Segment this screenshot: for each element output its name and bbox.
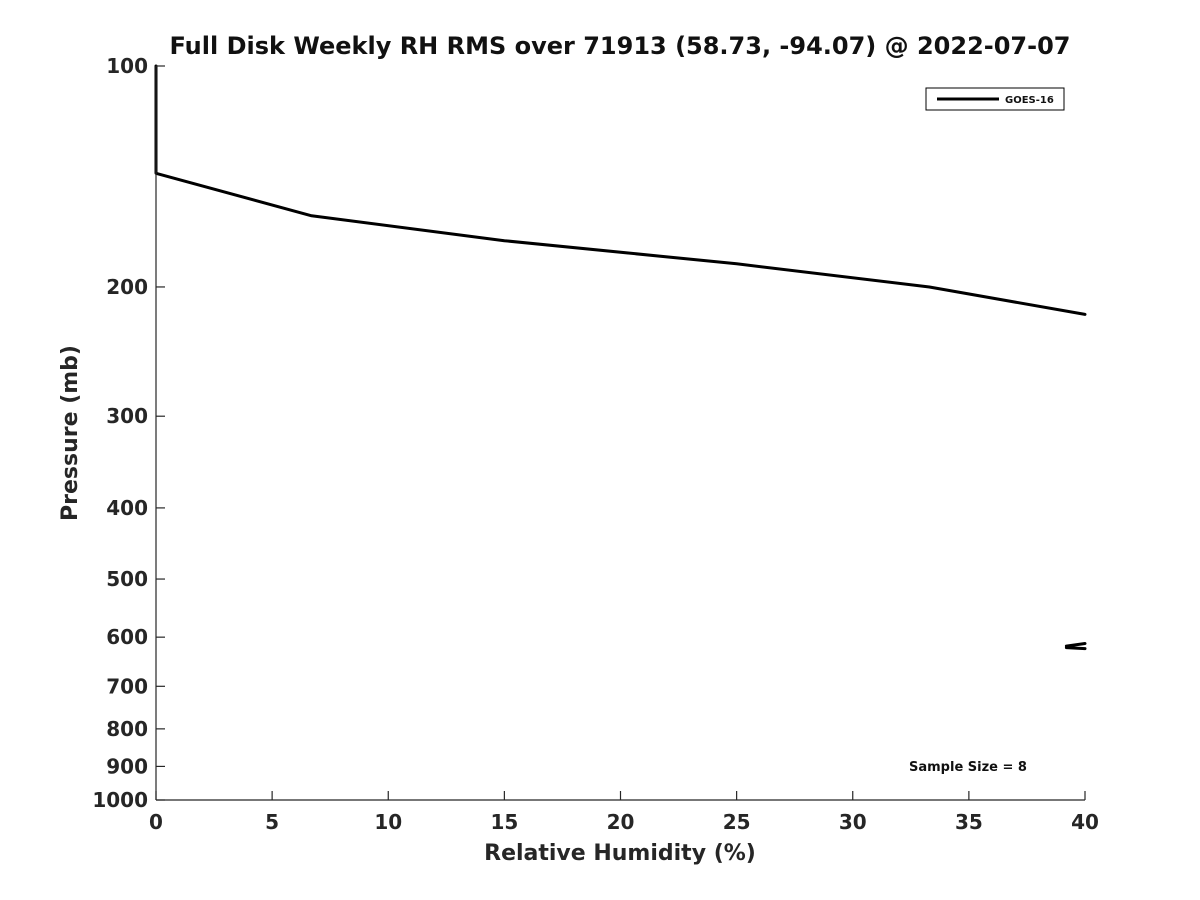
x-tick-label: 5 bbox=[265, 810, 279, 834]
x-tick-label: 15 bbox=[490, 810, 518, 834]
y-tick-label: 300 bbox=[106, 404, 148, 428]
sample-size-annotation: Sample Size = 8 bbox=[909, 760, 1027, 775]
x-tick-label: 0 bbox=[149, 810, 163, 834]
y-axis-ticks: 100 200 300 400 500 600 700 800 900 1000 bbox=[92, 54, 165, 812]
x-axis-ticks: 0 5 10 15 20 25 30 35 40 bbox=[149, 791, 1099, 834]
x-tick-label: 30 bbox=[839, 810, 867, 834]
y-tick-label: 400 bbox=[106, 496, 148, 520]
series-line-0-segment-1 bbox=[1064, 642, 1087, 648]
y-tick-label: 500 bbox=[106, 567, 148, 591]
chart-title: Full Disk Weekly RH RMS over 71913 (58.7… bbox=[169, 32, 1070, 60]
y-tick-label: 200 bbox=[106, 275, 148, 299]
legend: GOES-16 bbox=[925, 87, 1065, 111]
legend-label-goes-16: GOES-16 bbox=[1005, 95, 1054, 106]
y-tick-label: 100 bbox=[106, 54, 148, 78]
y-axis-label: Pressure (mb) bbox=[58, 345, 83, 521]
y-tick-label: 1000 bbox=[92, 788, 148, 812]
y-tick-label: 900 bbox=[106, 754, 148, 778]
axes bbox=[155, 66, 1085, 801]
series-line-0-segment-2 bbox=[1064, 646, 1087, 651]
x-tick-label: 25 bbox=[723, 810, 751, 834]
x-axis-label: Relative Humidity (%) bbox=[484, 841, 756, 866]
y-tick-label: 700 bbox=[106, 674, 148, 698]
x-tick-label: 35 bbox=[955, 810, 983, 834]
x-tick-label: 10 bbox=[374, 810, 402, 834]
x-tick-label: 20 bbox=[607, 810, 635, 834]
x-tick-label: 40 bbox=[1071, 810, 1099, 834]
y-tick-label: 600 bbox=[106, 625, 148, 649]
plot-lines bbox=[154, 64, 1087, 651]
y-tick-label: 800 bbox=[106, 717, 148, 741]
